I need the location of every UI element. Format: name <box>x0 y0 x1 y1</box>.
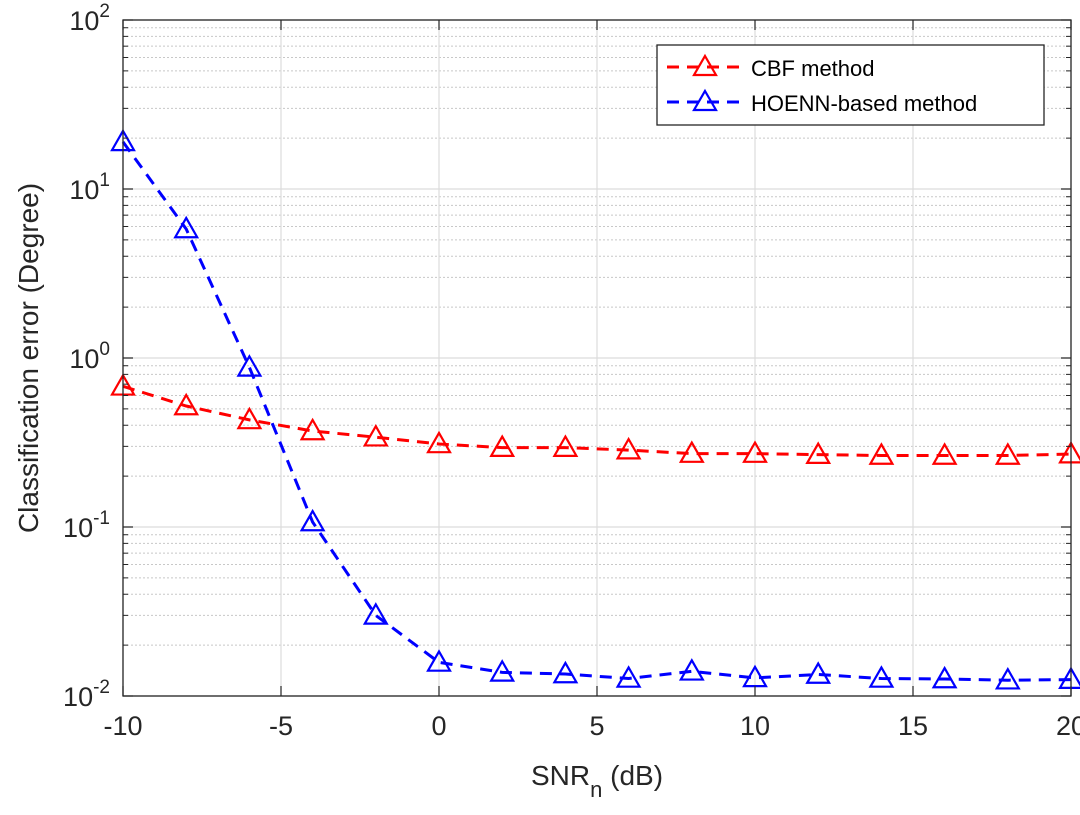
y-tick-label: 100 <box>69 339 110 374</box>
data-point-marker <box>426 649 452 672</box>
series-layer <box>110 128 1080 690</box>
data-point-marker <box>362 602 389 625</box>
series-2 <box>110 128 1080 690</box>
data-point-marker <box>868 665 895 688</box>
data-point-marker <box>552 660 579 684</box>
legend-entry-hoenn: HOENN-based method <box>667 88 977 116</box>
data-point-marker <box>868 442 895 465</box>
x-tick-label: 10 <box>740 711 770 741</box>
y-tick-label: 102 <box>69 1 110 36</box>
data-point-marker <box>173 392 200 416</box>
data-point-marker <box>426 430 452 454</box>
ticks: 10-2 10-1 100 101 102 -10 -5 0 5 10 15 20 <box>63 1 1080 741</box>
data-point-marker <box>362 423 389 447</box>
legend-label-cbf: CBF method <box>751 56 875 81</box>
legend-marker-hoenn <box>692 88 718 112</box>
y-tick-label: 10-2 <box>63 677 110 712</box>
data-point-marker <box>489 659 516 682</box>
x-tick-label: 20 <box>1056 711 1080 741</box>
data-point-marker <box>552 434 579 457</box>
data-point-marker <box>236 354 263 377</box>
data-point-marker <box>489 434 516 457</box>
data-point-marker <box>931 442 958 465</box>
y-axis-label: Classification error (Degree) <box>13 183 44 533</box>
data-point-marker <box>931 665 958 689</box>
data-point-marker <box>678 658 705 681</box>
x-tick-label: -10 <box>103 711 142 741</box>
data-point-marker <box>994 666 1021 690</box>
legend-entry-cbf: CBF method <box>667 53 875 81</box>
series-1 <box>110 373 1080 465</box>
data-point-marker <box>615 665 642 688</box>
x-axis-label: SNRn (dB) <box>531 760 663 802</box>
data-point-marker <box>994 442 1021 465</box>
legend: CBF method HOENN-based method <box>656 44 1045 126</box>
x-tick-label: 5 <box>589 711 604 741</box>
data-point-marker <box>678 440 705 463</box>
x-tick-label: 15 <box>898 711 928 741</box>
x-tick-label: 0 <box>431 711 446 741</box>
data-point-marker <box>236 406 263 430</box>
data-point-marker <box>805 441 832 464</box>
legend-marker-cbf <box>692 53 718 77</box>
series-line <box>122 384 1072 457</box>
data-point-marker <box>805 661 832 684</box>
series-line <box>121 141 1072 682</box>
x-tick-label: -5 <box>269 711 293 741</box>
data-point-marker <box>173 215 200 239</box>
data-point-marker <box>742 440 768 463</box>
y-tick-label: 101 <box>69 170 110 205</box>
legend-label-hoenn: HOENN-based method <box>751 91 977 116</box>
data-point-marker <box>299 508 326 532</box>
data-point-marker <box>299 417 326 441</box>
y-tick-label: 10-1 <box>63 508 110 543</box>
legend-box <box>656 44 1045 126</box>
data-point-marker <box>615 436 642 460</box>
